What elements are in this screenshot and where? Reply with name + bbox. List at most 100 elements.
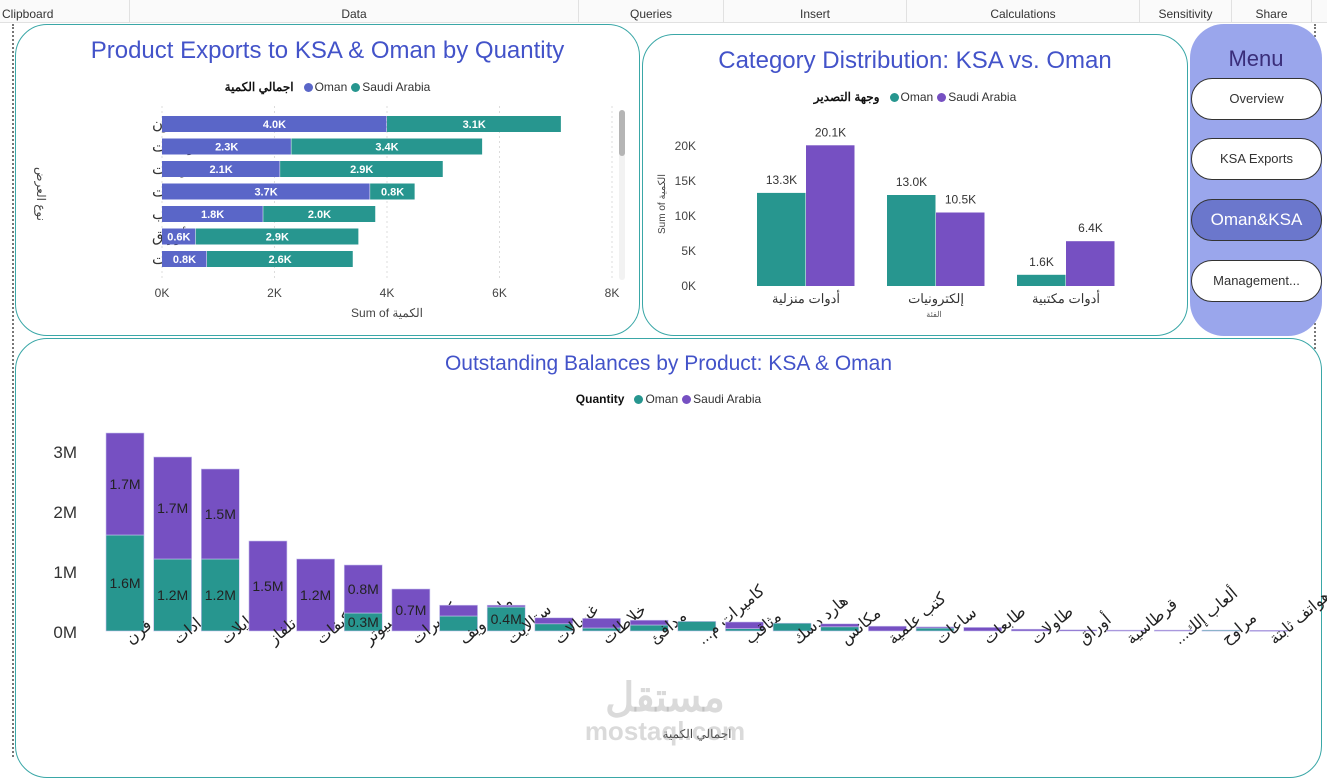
bar-segment-oman[interactable]: [162, 138, 291, 155]
ribbon-group-clipboard[interactable]: Clipboard: [0, 0, 130, 23]
ribbon-group-sensitivity[interactable]: Sensitivity: [1140, 0, 1232, 23]
bar-segment-oman[interactable]: [201, 558, 240, 632]
x-tick-label: 8K: [605, 286, 620, 300]
x-category-label: إلكترونيات: [908, 291, 964, 307]
legend-label-oman[interactable]: Oman: [900, 90, 934, 104]
bar-segment-oman[interactable]: [772, 622, 812, 632]
bar-segment-saudi[interactable]: [1058, 629, 1098, 632]
bar-segment-saudi[interactable]: [391, 588, 431, 632]
bar-segment-saudi[interactable]: [1106, 629, 1145, 632]
data-label: 1.6M: [109, 575, 140, 591]
bar-segment-saudi[interactable]: [725, 621, 764, 629]
legend-label-saudi[interactable]: Saudi Arabia: [362, 80, 431, 94]
ribbon-group-share[interactable]: Share: [1232, 0, 1312, 23]
legend-label-oman[interactable]: Oman: [314, 80, 348, 94]
bar-segment-oman[interactable]: [1201, 629, 1241, 632]
bar-segment-saudi[interactable]: [820, 623, 860, 628]
bar-segment-saudi[interactable]: [1011, 628, 1050, 632]
menu-button-oman-ksa[interactable]: Oman&KSA: [1191, 199, 1322, 241]
legend-label-saudi[interactable]: Saudi Arabia: [693, 392, 762, 406]
bar-segment-oman[interactable]: [105, 534, 145, 632]
y-axis-title: Sum of الكمية: [657, 174, 668, 234]
legend-label-oman[interactable]: Oman: [645, 392, 679, 406]
bar-oman[interactable]: [1017, 274, 1066, 286]
ribbon-group-data[interactable]: Data: [130, 0, 579, 23]
bar-segment-saudi[interactable]: [387, 116, 561, 132]
legend-label-saudi[interactable]: Saudi Arabia: [948, 90, 1017, 104]
data-label: 3.1K: [463, 119, 486, 131]
y-tick-label: 20K: [675, 139, 696, 153]
bar-segment-saudi[interactable]: [486, 604, 526, 608]
bar-saudi[interactable]: [936, 212, 985, 287]
bar-segment-oman[interactable]: [162, 206, 263, 222]
bar-segment-saudi[interactable]: [1154, 629, 1193, 632]
bar-segment-oman[interactable]: [677, 621, 717, 632]
data-label: 0.8M: [348, 581, 379, 597]
bar-segment-oman[interactable]: [162, 183, 370, 200]
exports-chart-card[interactable]: Product Exports to KSA & Oman by Quantit…: [15, 24, 640, 336]
bar-segment-oman[interactable]: [162, 228, 196, 245]
x-tick-label: 0K: [155, 286, 170, 300]
bar-segment-saudi[interactable]: [629, 619, 669, 626]
bar-segment-oman[interactable]: [486, 606, 526, 632]
bar-segment-oman[interactable]: [153, 558, 192, 632]
x-category-label: أدوات منزلية: [772, 290, 840, 307]
bar-oman[interactable]: [757, 192, 806, 286]
data-label: 4.0K: [263, 119, 286, 131]
bar-segment-saudi[interactable]: [207, 251, 353, 267]
y-tick-label: 15K: [675, 174, 696, 188]
bar-segment-saudi[interactable]: [343, 564, 383, 614]
bar-saudi[interactable]: [806, 145, 855, 286]
data-label: 1.2M: [205, 587, 236, 603]
bar-oman[interactable]: [887, 195, 936, 286]
bar-segment-saudi[interactable]: [915, 626, 955, 629]
data-label: 0.8K: [381, 187, 404, 199]
x-category-label: أوراق: [1074, 609, 1115, 648]
bar-segment-saudi[interactable]: [534, 617, 574, 625]
bar-segment-saudi[interactable]: [868, 625, 907, 632]
bar-segment-oman[interactable]: [162, 161, 280, 177]
legend-title: اجمالي الكمية: [224, 80, 294, 94]
navigation-menu: Menu Overview KSA Exports Oman&KSA Manag…: [1190, 24, 1322, 336]
menu-button-management[interactable]: Management...: [1191, 260, 1322, 302]
data-label: 1.7M: [157, 500, 188, 516]
y-tick-label: 3M: [53, 443, 77, 462]
y-axis-title: نوع العرض: [34, 167, 48, 221]
data-label: 13.0K: [896, 175, 927, 189]
bar-segment-saudi[interactable]: [248, 540, 288, 632]
bar-segment-saudi[interactable]: [963, 627, 1003, 632]
bar-segment-oman[interactable]: [162, 251, 207, 267]
ribbon-group-calculations[interactable]: Calculations: [907, 0, 1140, 23]
bar-segment-saudi[interactable]: [296, 558, 335, 632]
data-label: 0.4M: [491, 611, 522, 627]
bar-segment-saudi[interactable]: [1249, 630, 1288, 632]
x-category-label: طابعات: [980, 603, 1029, 648]
bar-segment-saudi[interactable]: [291, 138, 483, 155]
ribbon-group-insert[interactable]: Insert: [724, 0, 907, 23]
data-label: 2.0K: [308, 209, 331, 221]
bar-segment-saudi[interactable]: [582, 618, 621, 629]
scrollbar-thumb[interactable]: [619, 110, 625, 156]
bar-segment-saudi[interactable]: [370, 183, 415, 200]
bar-segment-saudi[interactable]: [195, 228, 359, 245]
bar-segment-saudi[interactable]: [201, 468, 240, 560]
bar-saudi[interactable]: [1066, 241, 1115, 286]
bar-segment-saudi[interactable]: [439, 604, 478, 617]
y-tick-label: 0M: [53, 623, 77, 642]
exports-chart-scrollbar[interactable]: [619, 110, 625, 280]
x-category-label: أدوات مكتبية: [1032, 290, 1100, 307]
legend-dot-saudi: [682, 395, 692, 404]
bar-segment-saudi[interactable]: [263, 206, 376, 222]
bar-segment-saudi[interactable]: [153, 456, 192, 560]
ribbon-group-queries[interactable]: Queries: [579, 0, 724, 23]
data-label: 6.4K: [1078, 221, 1103, 235]
menu-button-overview[interactable]: Overview: [1191, 78, 1322, 120]
legend-dot-oman: [303, 83, 313, 92]
legend-dot-saudi: [937, 93, 947, 102]
bar-segment-oman[interactable]: [162, 116, 387, 132]
menu-button-ksa-exports[interactable]: KSA Exports: [1191, 138, 1322, 180]
category-chart-title: Category Distribution: KSA vs. Oman: [718, 47, 1112, 74]
bar-segment-saudi[interactable]: [105, 432, 145, 536]
bar-segment-saudi[interactable]: [280, 161, 443, 177]
